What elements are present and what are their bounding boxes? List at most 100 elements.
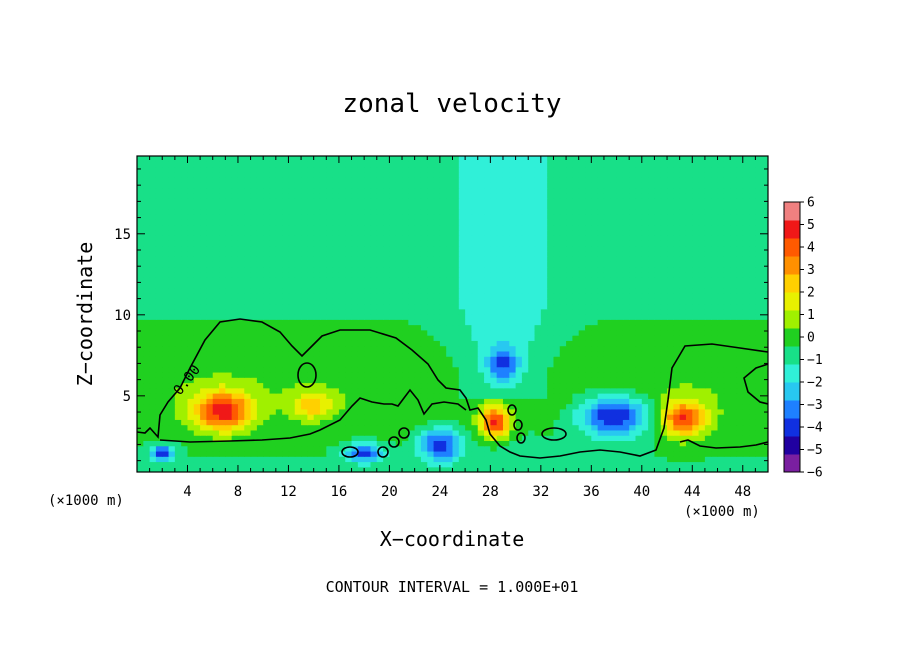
field-cell (559, 256, 567, 262)
field-cell (723, 219, 731, 226)
field-cell (490, 419, 498, 426)
field-cell (332, 329, 340, 336)
field-cell (206, 445, 214, 452)
field-cell (755, 308, 763, 315)
field-cell (200, 450, 208, 457)
field-cell (408, 377, 416, 384)
field-cell (345, 245, 353, 252)
field-cell (521, 261, 529, 268)
field-cell (187, 435, 195, 441)
field-cell (244, 445, 252, 452)
field-cell (597, 398, 605, 405)
field-cell (212, 429, 220, 436)
field-cell (256, 445, 264, 452)
field-cell (420, 324, 428, 331)
field-cell (269, 287, 277, 294)
field-cell (237, 298, 245, 305)
field-cell (723, 414, 731, 420)
field-cell (717, 314, 725, 320)
field-cell (534, 461, 542, 468)
field-cell (231, 266, 239, 273)
field-cell (206, 377, 214, 384)
field-cell (515, 256, 523, 262)
field-cell (294, 361, 302, 368)
field-cell (540, 366, 548, 373)
field-cell (578, 398, 586, 405)
field-cell (465, 366, 473, 373)
field-cell (591, 408, 599, 415)
field-cell (679, 224, 687, 231)
field-cell (137, 382, 144, 389)
field-cell (351, 393, 359, 399)
field-cell (212, 298, 220, 305)
field-cell (477, 445, 485, 452)
field-cell (559, 287, 567, 294)
field-cell (389, 256, 397, 262)
field-cell (496, 350, 504, 357)
field-cell (187, 419, 195, 426)
field-cell (187, 429, 195, 436)
field-cell (761, 424, 768, 431)
field-cell (685, 298, 693, 305)
field-cell (338, 382, 346, 389)
field-cell (521, 298, 529, 305)
field-cell (452, 424, 460, 431)
field-cell (231, 219, 239, 226)
field-cell (319, 261, 327, 268)
field-cell (137, 308, 144, 315)
field-cell (742, 393, 750, 399)
field-cell (641, 308, 649, 315)
field-cell (263, 298, 271, 305)
field-cell (244, 224, 252, 231)
field-cell (433, 308, 441, 315)
field-cell (212, 440, 220, 447)
field-cell (326, 403, 334, 410)
field-cell (755, 219, 763, 226)
field-cell (641, 240, 649, 247)
field-cell (610, 445, 618, 452)
field-cell (414, 292, 422, 299)
field-cell (509, 414, 517, 420)
field-cell (143, 261, 151, 268)
field-cell (389, 356, 397, 362)
field-cell (730, 229, 738, 236)
field-cell (471, 366, 479, 373)
field-cell (597, 408, 605, 415)
field-cell (553, 219, 561, 226)
field-cell (149, 440, 157, 447)
field-cell (553, 450, 561, 457)
field-cell (370, 340, 378, 347)
field-cell (566, 361, 573, 368)
field-cell (597, 377, 605, 384)
field-cell (566, 424, 573, 431)
field-cell (452, 440, 460, 447)
field-cell (736, 329, 744, 336)
field-cell (313, 329, 321, 336)
field-cell (521, 424, 529, 431)
field-cell (275, 371, 283, 378)
field-cell (433, 445, 441, 452)
field-cell (231, 371, 239, 378)
field-cell (730, 213, 738, 220)
field-cell (566, 345, 573, 352)
field-cell (591, 229, 599, 236)
field-cell (351, 319, 359, 326)
field-cell (496, 224, 504, 231)
field-cell (294, 224, 302, 231)
field-cell (616, 445, 624, 452)
field-cell (736, 213, 744, 220)
field-cell (414, 329, 422, 336)
field-cell (225, 308, 233, 315)
field-cell (137, 424, 144, 431)
field-cell (755, 403, 763, 410)
field-cell (572, 466, 580, 472)
field-cell (534, 440, 542, 447)
field-cell (704, 224, 712, 231)
field-cell (408, 387, 416, 394)
field-cell (471, 213, 479, 220)
field-cell (553, 398, 561, 405)
field-cell (477, 329, 485, 336)
field-cell (364, 356, 372, 362)
field-cell (553, 208, 561, 215)
field-cell (275, 245, 283, 252)
